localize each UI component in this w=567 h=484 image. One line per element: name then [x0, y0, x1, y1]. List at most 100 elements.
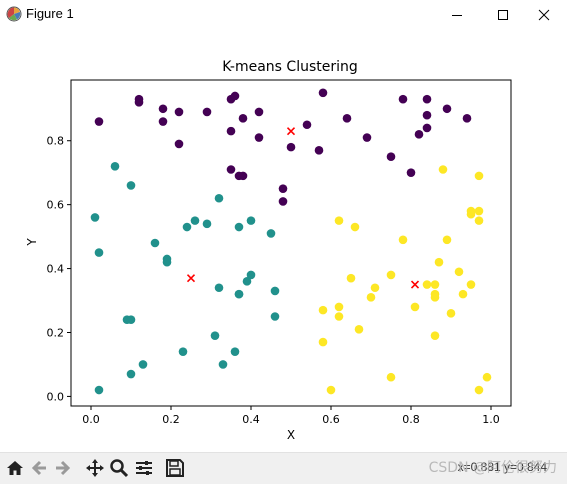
- minimize-icon: [452, 15, 462, 16]
- coordinate-readout: x=0.881 y=0.844: [457, 460, 547, 474]
- data-point: [462, 114, 472, 123]
- data-point: [158, 117, 168, 126]
- data-point: [434, 257, 444, 267]
- data-point: [202, 107, 212, 117]
- data-point: [94, 248, 104, 257]
- data-point: [138, 360, 148, 369]
- data-point: [398, 235, 408, 245]
- x-tick-label: 0.4: [242, 413, 260, 426]
- zoom-icon: [110, 459, 129, 478]
- data-point: [346, 273, 356, 283]
- x-tick-label: 1.0: [482, 413, 500, 426]
- home-button[interactable]: [3, 456, 27, 480]
- data-point: [302, 120, 312, 130]
- maximize-button[interactable]: [480, 0, 526, 30]
- data-point: [242, 277, 252, 286]
- data-point: [318, 88, 328, 98]
- data-point: [218, 360, 228, 369]
- zoom-button[interactable]: [107, 456, 131, 480]
- data-point: [386, 270, 396, 280]
- forward-icon: [56, 460, 71, 476]
- close-button[interactable]: [521, 0, 567, 30]
- data-point: [174, 107, 184, 117]
- data-point: [270, 286, 280, 296]
- axes-frame: [70, 79, 512, 407]
- data-point: [278, 184, 288, 193]
- data-point: [422, 280, 432, 289]
- configure-subplots-icon: [136, 461, 152, 475]
- data-point: [94, 385, 104, 395]
- centroid-marker: [410, 280, 420, 289]
- data-point: [134, 98, 144, 107]
- minimize-button[interactable]: [434, 0, 480, 30]
- data-point: [350, 222, 360, 232]
- figure-canvas[interactable]: K-means Clustering 0.0 0.2 0.4 0.6 0.8 1.0 0.0…: [0, 30, 567, 450]
- centroid-marker: [286, 127, 296, 136]
- y-tick-label: 0.0: [47, 390, 65, 403]
- data-point: [466, 209, 476, 219]
- data-point: [234, 289, 244, 299]
- data-point: [334, 302, 344, 312]
- data-point: [458, 289, 468, 299]
- data-point: [422, 123, 432, 133]
- data-point: [398, 94, 408, 104]
- back-icon: [31, 460, 46, 476]
- data-point: [238, 114, 248, 123]
- navigation-toolbar: x=0.881 y=0.844 CSDN @阿伦很努力: [0, 452, 567, 484]
- x-tick-label: 0.2: [162, 413, 180, 426]
- data-point: [362, 133, 372, 142]
- chart-title: K-means Clustering: [222, 59, 358, 75]
- data-point: [366, 293, 376, 302]
- data-point: [246, 216, 256, 225]
- data-point: [230, 347, 240, 356]
- data-point: [442, 235, 452, 245]
- data-point: [238, 171, 248, 181]
- x-tick-label: 0.8: [402, 413, 420, 426]
- data-point: [326, 385, 336, 395]
- data-point: [414, 130, 424, 139]
- data-point: [202, 219, 212, 229]
- save-button[interactable]: [163, 456, 187, 480]
- data-point: [214, 283, 224, 293]
- data-point: [474, 216, 484, 225]
- home-icon: [7, 461, 23, 475]
- pan-icon: [86, 459, 104, 477]
- x-axis-label: X: [287, 428, 295, 442]
- data-point: [430, 331, 440, 340]
- data-point: [474, 385, 484, 395]
- data-point: [210, 331, 220, 340]
- data-point: [438, 165, 448, 174]
- data-point: [318, 337, 328, 347]
- data-point: [226, 126, 236, 136]
- data-point: [410, 302, 420, 312]
- data-point: [286, 142, 296, 152]
- data-point: [446, 309, 456, 318]
- data-point: [342, 114, 352, 123]
- data-point: [482, 372, 492, 382]
- forward-button[interactable]: [51, 456, 75, 480]
- data-point: [254, 133, 264, 142]
- data-point: [422, 110, 432, 120]
- configure-subplots-button[interactable]: [132, 456, 156, 480]
- data-point: [246, 270, 256, 280]
- scatter-chart: K-means Clustering 0.0 0.2 0.4 0.6 0.8 1.0 0.0…: [25, 59, 512, 442]
- data-point: [430, 293, 440, 302]
- data-point: [90, 213, 100, 222]
- data-point: [162, 257, 172, 267]
- data-point: [314, 146, 324, 155]
- data-point: [126, 369, 136, 379]
- data-point: [230, 91, 240, 101]
- maximize-icon: [498, 10, 508, 20]
- x-tick-label: 0.6: [322, 413, 340, 426]
- back-button[interactable]: [27, 456, 51, 480]
- data-point: [126, 315, 136, 325]
- data-point: [334, 312, 344, 321]
- data-point: [474, 206, 484, 216]
- save-icon: [166, 459, 184, 477]
- pan-button[interactable]: [83, 456, 107, 480]
- y-axis-label: Y: [25, 238, 39, 247]
- data-point: [422, 94, 432, 104]
- data-point: [278, 197, 288, 206]
- data-point: [182, 222, 192, 232]
- matplotlib-icon: [6, 6, 22, 22]
